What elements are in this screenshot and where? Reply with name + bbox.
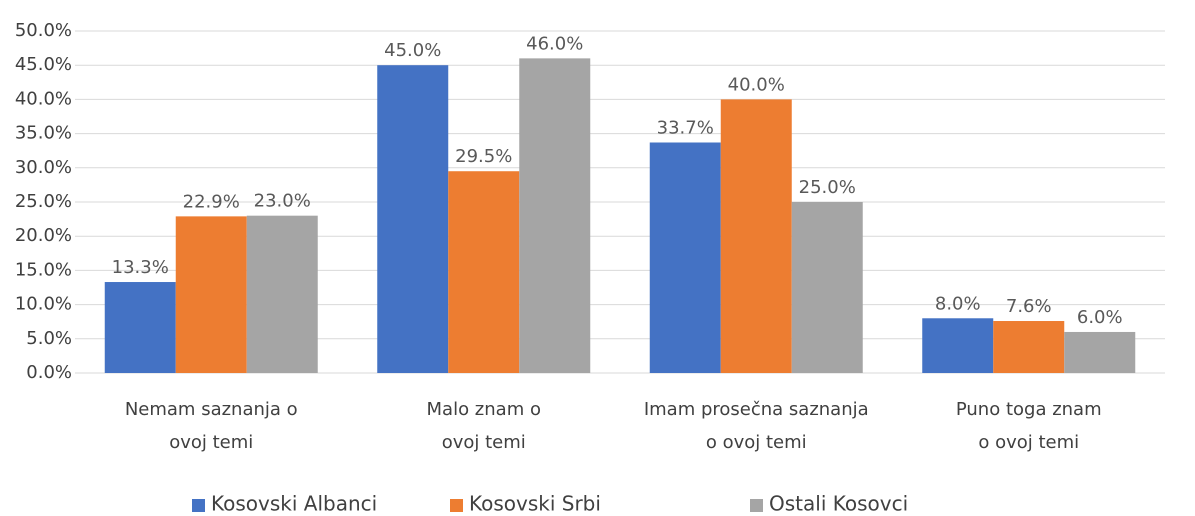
x-tick-label: Malo znam o ovoj temi xyxy=(427,399,541,453)
bar xyxy=(791,202,863,373)
legend-swatch xyxy=(450,499,463,512)
x-tick-line: Nemam saznanja o xyxy=(125,399,298,420)
legend-label: Kosovski Srbi xyxy=(469,492,601,516)
x-tick-line: ovoj temi xyxy=(169,432,253,453)
y-tick-label: 25.0% xyxy=(15,191,72,212)
bar xyxy=(175,216,247,373)
bar xyxy=(1064,331,1136,373)
bar xyxy=(720,99,792,374)
value-label: 8.0% xyxy=(935,293,981,314)
bar xyxy=(377,65,449,373)
value-label: 7.6% xyxy=(1006,296,1052,317)
y-tick-label: 30.0% xyxy=(15,157,72,178)
x-tick-label: Nemam saznanja o ovoj temi xyxy=(125,399,298,453)
value-label: 29.5% xyxy=(455,146,512,167)
y-tick-label: 50.0% xyxy=(15,20,72,41)
value-label: 13.3% xyxy=(112,257,169,278)
x-tick-line: Imam prosečna saznanja xyxy=(644,399,869,420)
x-tick-label: Imam prosečna saznanja o ovoj temi xyxy=(644,399,869,453)
x-tick-line: o ovoj temi xyxy=(978,432,1079,453)
bar xyxy=(246,215,318,373)
x-tick-line: ovoj temi xyxy=(442,432,526,453)
value-label: 33.7% xyxy=(657,117,714,138)
x-tick-line: Malo znam o xyxy=(427,399,541,420)
bar xyxy=(519,58,591,374)
legend-swatch xyxy=(750,499,763,512)
value-label: 22.9% xyxy=(183,191,240,212)
y-tick-label: 0.0% xyxy=(26,362,72,383)
bar xyxy=(993,321,1065,373)
bar xyxy=(104,282,176,373)
value-label: 23.0% xyxy=(254,191,311,212)
y-tick-label: 35.0% xyxy=(15,123,72,144)
bar xyxy=(649,142,721,373)
value-label: 46.0% xyxy=(526,33,583,54)
y-tick-label: 20.0% xyxy=(15,225,72,246)
value-label: 25.0% xyxy=(799,177,856,198)
legend-swatch xyxy=(192,499,205,512)
y-tick-label: 5.0% xyxy=(26,328,72,349)
value-label: 6.0% xyxy=(1077,307,1123,328)
y-tick-label: 45.0% xyxy=(15,54,72,75)
bar xyxy=(448,171,520,373)
x-tick-line: o ovoj temi xyxy=(706,432,807,453)
bar xyxy=(922,318,994,373)
legend-label: Kosovski Albanci xyxy=(211,492,377,516)
y-tick-label: 40.0% xyxy=(15,88,72,109)
legend-label: Ostali Kosovci xyxy=(769,492,908,516)
value-label: 40.0% xyxy=(728,74,785,95)
x-tick-label: Puno toga znam o ovoj temi xyxy=(956,399,1102,453)
y-tick-label: 10.0% xyxy=(15,294,72,315)
y-tick-label: 15.0% xyxy=(15,259,72,280)
value-label: 45.0% xyxy=(384,40,441,61)
x-tick-line: Puno toga znam xyxy=(956,399,1102,420)
